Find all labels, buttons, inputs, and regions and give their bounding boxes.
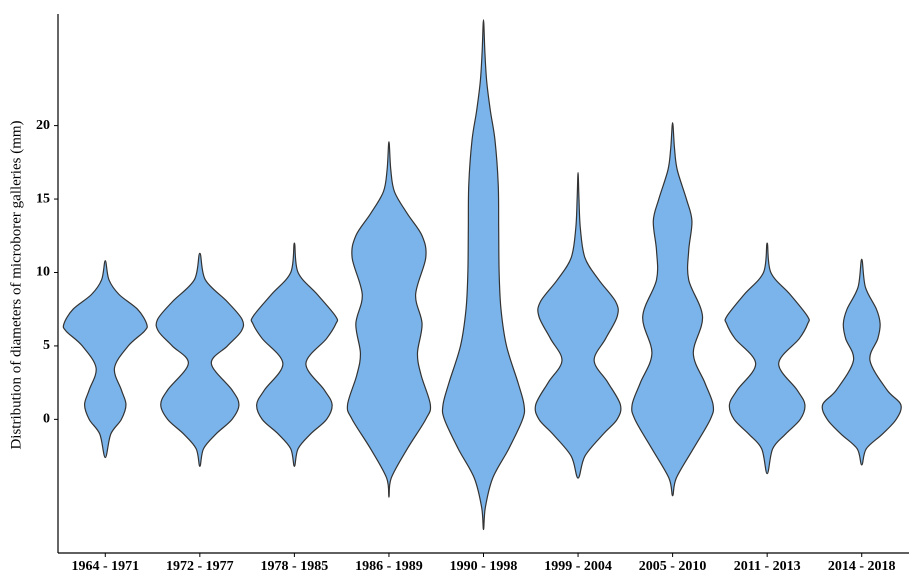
x-tick-label: 2011 - 2013 [734, 559, 801, 574]
violin [155, 252, 245, 467]
x-tick-label: 1990 - 1998 [450, 559, 518, 574]
violin [821, 258, 902, 466]
violin [631, 122, 715, 497]
y-tick-label: 10 [36, 265, 50, 280]
x-tick-label: 1972 - 1977 [166, 559, 234, 574]
x-tick-label: 2014 - 2018 [828, 559, 896, 574]
y-axis-label: Distribution of diameters of microborer … [8, 120, 24, 449]
y-tick-label: 0 [43, 412, 50, 427]
x-tick-label: 1999 - 2004 [544, 559, 612, 574]
x-tick-label: 1978 - 1985 [261, 559, 329, 574]
violin [724, 242, 810, 475]
x-tick-label: 1964 - 1971 [71, 559, 139, 574]
violin [441, 19, 526, 531]
violin [346, 141, 432, 498]
x-tick-label: 1986 - 1989 [355, 559, 423, 574]
y-tick-label: 20 [36, 118, 50, 133]
y-tick-label: 15 [36, 191, 50, 206]
violin [534, 172, 622, 479]
y-tick-label: 5 [43, 338, 50, 353]
violin [62, 260, 148, 459]
violin [250, 242, 339, 467]
x-tick-label: 2005 - 2010 [639, 559, 707, 574]
